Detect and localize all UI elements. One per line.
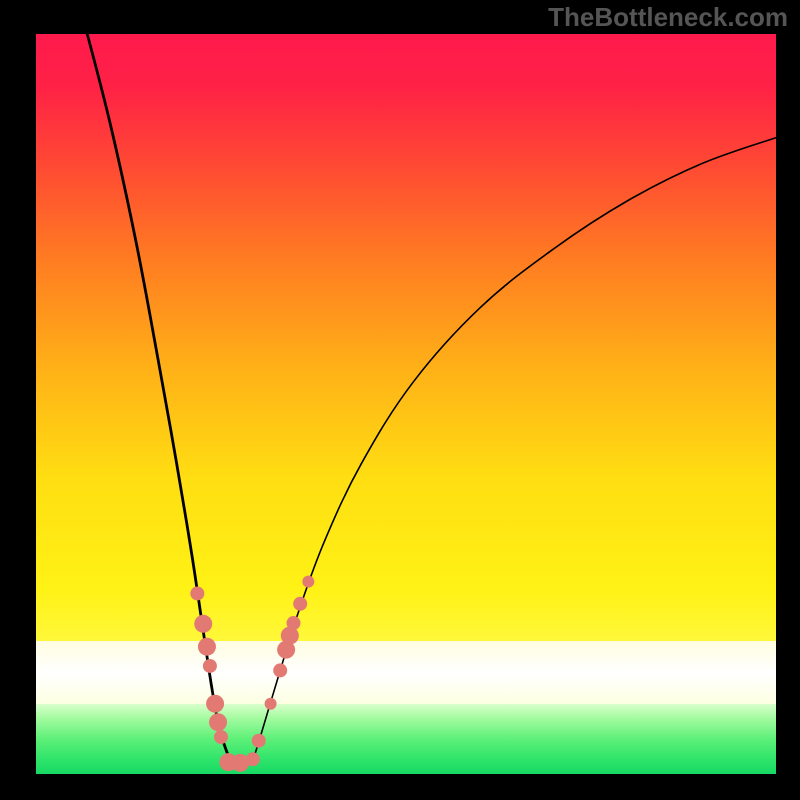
data-marker [252,734,266,748]
data-marker [302,576,314,588]
data-marker [293,597,307,611]
data-marker [203,659,217,673]
data-marker [194,615,212,633]
data-marker [273,663,287,677]
canvas-root: TheBottleneck.com [0,0,800,800]
data-marker [265,698,277,710]
curve-right-branch [252,138,776,763]
data-marker [190,586,204,600]
data-marker [209,713,227,731]
plot-area [36,34,776,774]
data-marker [214,730,228,744]
watermark-text: TheBottleneck.com [548,2,788,33]
data-marker [287,616,301,630]
data-marker [198,638,216,656]
data-marker [206,695,224,713]
data-marker [246,752,260,766]
curve-layer [36,34,776,774]
